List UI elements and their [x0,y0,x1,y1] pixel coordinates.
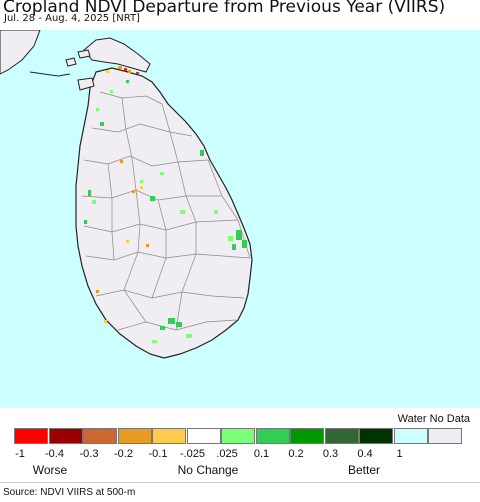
legend-swatch [359,428,393,444]
island-delft [65,57,77,67]
legend-tick-label: 0.2 [288,448,304,460]
legend-tick-label: -.025 [179,448,206,460]
map-subtitle: Jul. 28 - Aug. 4, 2025 [NRT] [4,13,140,24]
legend-no-change-label: No Change [177,463,239,477]
ndvi-green-patches [84,80,247,330]
mannar-island [77,77,95,91]
ndvi-orange-patches [96,66,149,293]
legend-water-no-data-label: Water No Data [397,413,470,425]
legend-swatch [117,428,152,444]
legend: Water No Data -1 -0.4 -0.3 -0.2 -0.1 -.025 .02… [0,408,480,480]
ndvi-yellow-patches [104,70,143,323]
india-coastline [0,30,41,75]
legend-swatch [186,428,221,444]
legend-better-label: Better [347,463,381,477]
legend-tick-label: -0.2 [114,448,133,460]
legend-tick-label: 1 [396,448,403,460]
legend-swatch [255,428,290,444]
legend-swatch [290,428,324,444]
jaffna-peninsula [83,37,151,73]
ndvi-red-patches [124,68,139,74]
legend-swatch [324,428,359,444]
adams-bridge [29,71,71,77]
footer: Source: NDVI VIIRS at 500-m [0,482,480,502]
legend-tick-label: -1 [15,448,25,460]
district-borders [81,91,251,331]
legend-tick-label: -0.4 [45,448,64,460]
sri-lanka-map [0,30,253,359]
legend-tick-label: -0.1 [148,448,168,460]
island-kayts [77,49,91,59]
legend-swatch [83,428,117,444]
legend-tick-label: 0.3 [322,448,339,460]
legend-tick-label: -0.3 [79,448,99,460]
legend-tick-label: 0.1 [253,448,270,460]
legend-swatch [48,428,83,444]
legend-tick-label: 0.4 [357,448,373,460]
legend-worse-label: Worse [32,463,68,477]
sri-lanka-island [75,67,253,359]
legend-swatch [152,428,186,444]
legend-swatch [221,428,255,444]
source-text: Source: NDVI VIIRS at 500-m [3,487,136,498]
map-area [0,30,480,408]
map-title: Cropland NDVI Departure from Previous Ye… [3,0,446,17]
legend-tick-label: .025 [216,448,238,460]
legend-swatch [393,428,428,444]
legend-swatch [428,428,462,444]
legend-swatch [14,428,48,444]
ndvi-light-green-patches [92,90,233,343]
